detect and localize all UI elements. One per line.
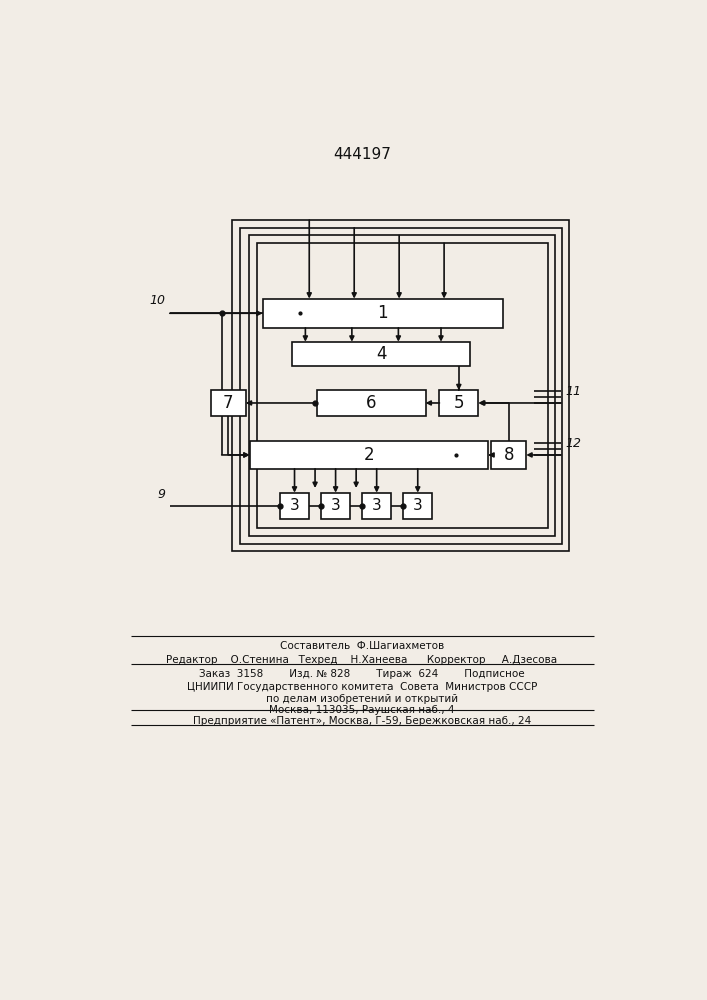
Text: ЦНИИПИ Государственного комитета  Совета  Министров СССР: ЦНИИПИ Государственного комитета Совета … [187,682,537,692]
Text: 3: 3 [413,498,423,513]
Bar [280,493,309,519]
Text: 9: 9 [158,488,166,501]
Text: 10: 10 [150,294,166,307]
Bar [211,389,246,416]
Text: 1: 1 [378,304,388,322]
Bar [240,228,562,544]
Text: 7: 7 [223,394,233,412]
Text: 2: 2 [363,446,374,464]
Bar [491,441,526,469]
Bar [292,342,470,366]
Bar [249,235,555,536]
Text: 3: 3 [372,498,382,513]
Text: Предприятие «Патент», Москва, Г-59, Бережковская наб., 24: Предприятие «Патент», Москва, Г-59, Бере… [193,716,531,726]
Bar [317,389,426,416]
Text: Москва, 113035, Раушская наб., 4: Москва, 113035, Раушская наб., 4 [269,705,455,715]
Bar [250,441,489,469]
Bar [263,299,503,328]
Text: 3: 3 [331,498,341,513]
Bar [440,389,478,416]
Text: 4: 4 [376,345,387,363]
Bar [321,493,351,519]
Text: Заказ  3158        Изд. № 828        Тираж  624        Подписное: Заказ 3158 Изд. № 828 Тираж 624 Подписно… [199,669,525,679]
Text: 12: 12 [565,437,581,450]
Text: Составитель  Ф.Шагиахметов: Составитель Ф.Шагиахметов [280,641,444,651]
Bar [257,243,548,528]
Text: 8: 8 [503,446,514,464]
Text: 6: 6 [366,394,377,412]
Bar [232,220,569,551]
Text: 5: 5 [454,394,464,412]
Text: Редактор    О.Стенина   Техред    Н.Ханеева      Корректор     А.Дзесова: Редактор О.Стенина Техред Н.Ханеева Корр… [166,655,558,665]
Bar [403,493,433,519]
Text: 3: 3 [290,498,299,513]
Text: 444197: 444197 [333,147,391,162]
Text: по делам изобретений и открытий: по делам изобретений и открытий [266,694,458,704]
Bar [362,493,392,519]
Text: 11: 11 [565,385,581,398]
